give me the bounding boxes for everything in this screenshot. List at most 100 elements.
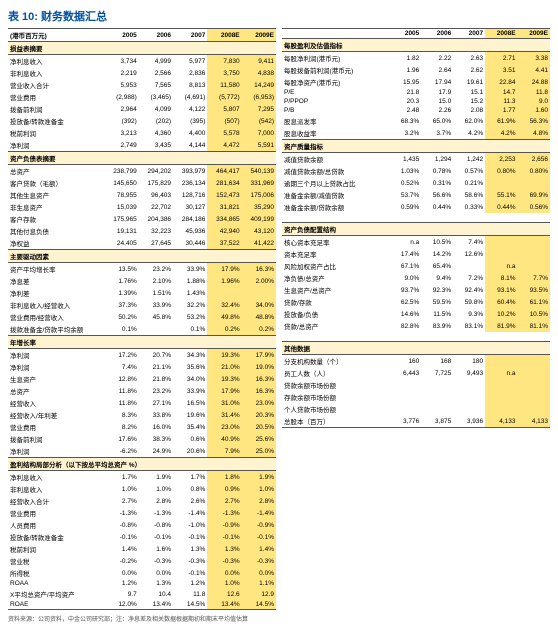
table-row: 减值贷款余额1,4351,2941,2422,2532,656 — [282, 153, 550, 166]
cell: 2.7% — [207, 495, 241, 507]
cell: 2,836 — [173, 67, 207, 79]
cell: 0.6% — [173, 433, 207, 445]
cell: 32.4% — [207, 299, 241, 311]
cell: 1.96% — [207, 275, 241, 287]
cell: 7.7% — [518, 272, 550, 284]
row-label: 每股拨备前利润(港币元) — [282, 64, 389, 76]
cell: 0.2% — [207, 323, 241, 336]
cell: 1.3% — [207, 543, 241, 555]
table-row: 生息资产12.8%21.8%34.0%19.3%16.3% — [8, 373, 276, 385]
cell: 20.3 — [389, 97, 421, 106]
cell: (3,465) — [139, 91, 173, 103]
cell: 14.5% — [242, 600, 276, 610]
row-label: P/B — [282, 106, 389, 115]
cell: 1.0% — [139, 483, 173, 495]
cell — [421, 403, 453, 415]
section-header: 资产负债表摘要 — [8, 152, 276, 165]
table-row: 总资产238,799294,202393,979464,417540,139 — [8, 165, 276, 178]
row-label: 营业费用/经营收入 — [8, 311, 104, 323]
cell: 2,964 — [104, 103, 138, 115]
cell — [518, 403, 550, 415]
cell: 7.4% — [104, 361, 138, 373]
cell: 3,936 — [453, 415, 485, 428]
cell: 0.0% — [207, 567, 241, 579]
cell: 1.9% — [139, 471, 173, 484]
row-label: 投放备/转款准备金 — [8, 531, 104, 543]
cell: 3.7% — [421, 127, 453, 140]
cell: 32.2% — [173, 299, 207, 311]
row-label: 税前利润 — [8, 543, 104, 555]
cell: 2.7% — [104, 495, 138, 507]
cell: 2.26 — [421, 106, 453, 115]
cell — [518, 177, 550, 189]
cell: 60.4% — [485, 296, 517, 308]
cell: -0.1% — [173, 531, 207, 543]
table-row: 营业费用(2,988)(3,465)(4,691)(5,772)(6,953) — [8, 91, 276, 103]
table-row: 每股拨备前利润(港币元)1.962.642.623.514.41 — [282, 64, 550, 76]
cell: 6,443 — [389, 367, 421, 379]
col-header: 2009E — [518, 29, 550, 39]
cell: 82.8% — [389, 320, 421, 332]
cell: 15.95 — [389, 76, 421, 88]
row-label: 总资产 — [8, 385, 104, 397]
cell: 2,566 — [139, 67, 173, 79]
section-header: 损益表摘要 — [8, 42, 276, 55]
cell: 33.9% — [173, 263, 207, 276]
cell: 25.0% — [242, 445, 276, 458]
cell — [485, 177, 517, 189]
table-row: 核心资本充足率n.a10.5%7.4% — [282, 236, 550, 249]
cell: 3,734 — [104, 55, 138, 68]
cell: 32,223 — [139, 225, 173, 237]
cell: 69.9% — [518, 189, 550, 201]
cell: -1.4% — [173, 507, 207, 519]
row-label: 每股净利润(港币元) — [282, 52, 389, 65]
cell: 7.9% — [207, 445, 241, 458]
cell: 2,219 — [104, 67, 138, 79]
row-label: ROAA — [8, 579, 104, 588]
cell: -1.3% — [207, 507, 241, 519]
cell: 128,716 — [173, 189, 207, 201]
cell: 331,969 — [242, 177, 276, 189]
cell: 1.03% — [389, 165, 421, 177]
cell: 65.0% — [421, 115, 453, 127]
table-row: 准备金余额/贷款余额0.59%0.44%0.33%0.44%0.56% — [282, 201, 550, 213]
row-label: 非利息收入 — [8, 483, 104, 495]
cell: 1.51% — [139, 287, 173, 299]
table-row: 营业费用/经营收入50.2%45.8%53.2%49.8%48.8% — [8, 311, 276, 323]
cell: 7,295 — [242, 103, 276, 115]
cell: 7,565 — [139, 79, 173, 91]
cell: 5,591 — [242, 139, 276, 152]
cell: 12.6% — [453, 248, 485, 260]
row-label: 营业费用 — [8, 507, 104, 519]
cell: 61.9% — [485, 115, 517, 127]
cell: 15.1 — [453, 88, 485, 97]
cell: 1.0% — [104, 483, 138, 495]
cell: 2.62 — [453, 64, 485, 76]
section-header: 每股盈利及估值指标 — [282, 39, 550, 52]
cell: 2.71 — [485, 52, 517, 65]
cell: 33.8% — [139, 409, 173, 421]
cell: 15,039 — [104, 201, 138, 213]
cell: 93.5% — [518, 284, 550, 296]
cell: 8.2% — [104, 421, 138, 433]
cell: 35.6% — [173, 361, 207, 373]
cell: 2.64 — [421, 64, 453, 76]
cell: 12.6 — [207, 588, 241, 600]
table-row: 个人贷款市场份额 — [282, 403, 550, 415]
cell: 281,634 — [207, 177, 241, 189]
cell: 62.5% — [389, 296, 421, 308]
row-label: 逾期三个月以上贷款占比 — [282, 177, 389, 189]
cell — [242, 287, 276, 299]
cell: 19.3% — [207, 349, 241, 362]
cell: 40.9% — [207, 433, 241, 445]
cell: 11.8% — [104, 397, 138, 409]
row-label: 客户贷款（毛额） — [8, 177, 104, 189]
table-row: 其他生息资产78,95596,403128,716152,473175,006 — [8, 189, 276, 201]
cell: 93.7% — [389, 284, 421, 296]
cell: 7.2% — [453, 272, 485, 284]
table-row: 营业税-0.2%-0.3%-0.3%-0.3%-0.3% — [8, 555, 276, 567]
cell — [207, 287, 241, 299]
cell: 175,965 — [104, 213, 138, 225]
cell: 0.56% — [518, 201, 550, 213]
table-row: 贷款/总资产82.8%83.9%83.1%81.9%81.1% — [282, 320, 550, 332]
